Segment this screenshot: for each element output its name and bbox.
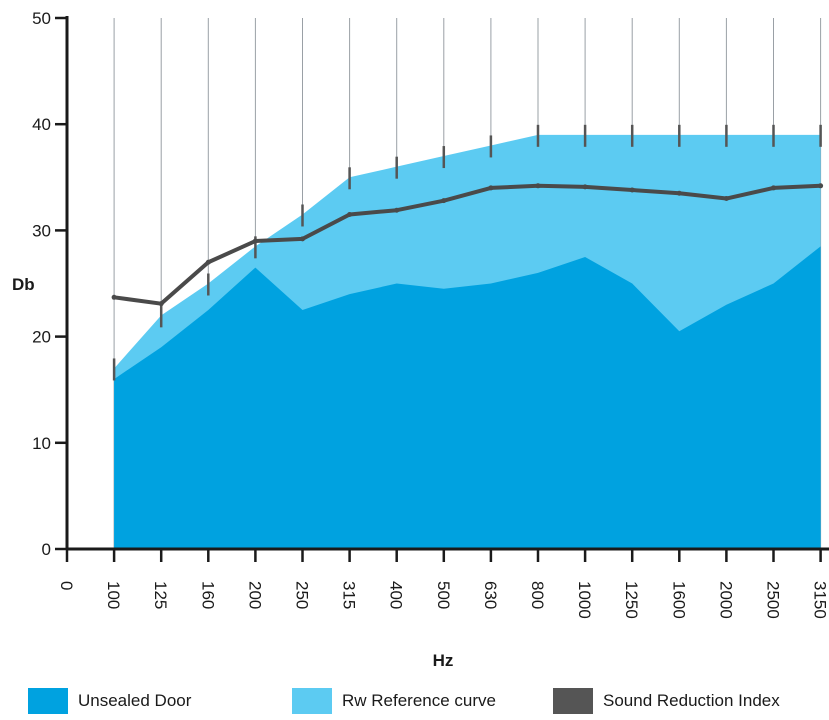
- x-tick-label-1250: 1250: [622, 581, 641, 619]
- point-sri-630: [488, 185, 494, 191]
- point-sri-315: [347, 211, 353, 217]
- legend-item-sound-reduction-index: Sound Reduction Index: [553, 686, 780, 716]
- legend-label-sound-reduction-index: Sound Reduction Index: [603, 691, 780, 710]
- x-tick-label-630: 630: [481, 581, 500, 609]
- tick-marks: [112, 124, 822, 381]
- legend-swatch-unsealed-door: [28, 688, 68, 714]
- y-tick-label-0: 0: [42, 540, 51, 559]
- legend-swatch-sound-reduction-index: [553, 688, 593, 714]
- y-tick-label-20: 20: [32, 328, 51, 347]
- x-tick-label-800: 800: [528, 581, 547, 609]
- x-tick-label-1600: 1600: [669, 581, 688, 619]
- x-axis-label: Hz: [433, 651, 454, 670]
- legend-label-rw-reference-curve: Rw Reference curve: [342, 691, 497, 710]
- legend: Unsealed Door Rw Reference curve Sound R…: [0, 686, 829, 716]
- point-sri-400: [394, 207, 400, 213]
- x-tick-label-1000: 1000: [575, 581, 594, 619]
- line-series: [111, 183, 824, 307]
- point-sri-800: [535, 183, 541, 189]
- y-tick-label-30: 30: [32, 221, 51, 240]
- x-tick-label-3150: 3150: [811, 581, 829, 619]
- point-sri-1250: [629, 187, 635, 193]
- point-sri-250: [300, 236, 305, 242]
- x-tick-label-400: 400: [387, 581, 406, 609]
- line-sound-reduction-index: [113, 183, 821, 306]
- point-sri-100: [111, 294, 117, 300]
- point-sri-1600: [676, 190, 682, 196]
- x-tick-label-160: 160: [198, 581, 217, 609]
- x-tick-label-200: 200: [245, 581, 264, 609]
- x-tick-label-0: 0: [57, 581, 76, 590]
- y-axis-label: Db: [12, 275, 35, 294]
- legend-item-unsealed-door: Unsealed Door: [28, 686, 191, 716]
- y-tick-label-10: 10: [32, 434, 51, 453]
- legend-item-rw-reference-curve: Rw Reference curve: [292, 686, 496, 716]
- point-sri-160: [205, 259, 211, 265]
- y-tick-label-40: 40: [32, 115, 51, 134]
- x-tick-label-250: 250: [293, 581, 312, 609]
- x-tick-label-100: 100: [104, 581, 123, 609]
- y-tick-label-50: 50: [32, 9, 51, 28]
- point-sri-200: [252, 238, 258, 244]
- point-sri-2000: [723, 196, 729, 202]
- x-tick-label-2000: 2000: [716, 581, 735, 619]
- x-tick-label-2500: 2500: [764, 581, 783, 619]
- x-tick-label-315: 315: [340, 581, 359, 609]
- point-sri-3150: [818, 183, 824, 189]
- axis-labels: Db Hz: [12, 275, 453, 670]
- x-tick-label-500: 500: [434, 581, 453, 609]
- point-sri-1000: [582, 184, 588, 190]
- point-sri-500: [441, 198, 447, 204]
- x-tick-label-125: 125: [151, 581, 170, 609]
- point-sri-125: [158, 301, 164, 307]
- legend-label-unsealed-door: Unsealed Door: [78, 691, 192, 710]
- point-sri-2500: [771, 185, 776, 191]
- legend-swatch-rw-reference-curve: [292, 688, 332, 714]
- area-unsealed-door: [114, 246, 821, 549]
